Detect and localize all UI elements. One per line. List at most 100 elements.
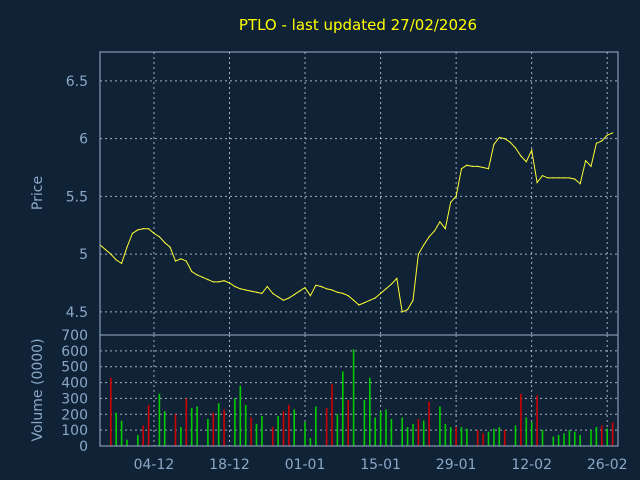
volume-bar [315,406,317,446]
price-axis-label: Price [30,176,46,210]
price-point [574,178,576,180]
price-point [531,149,533,151]
price-point [547,177,549,179]
x-tick-label: 26-02 [587,457,628,473]
volume-bar [455,427,457,446]
volume-bar [115,412,117,446]
volume-bar [417,419,420,446]
volume-tick-label: 500 [61,360,88,376]
volume-bar [277,415,279,446]
x-tick-label: 29-01 [436,457,477,473]
price-point [110,253,112,255]
volume-bar [525,417,528,446]
volume-bar [557,434,560,446]
price-point [390,283,392,285]
volume-bar [212,412,215,446]
price-grid [100,52,618,335]
price-tick-label: 5.5 [66,189,88,205]
price-point [293,294,295,296]
price-point [207,279,209,281]
volume-bar [239,385,242,446]
price-point [218,281,220,283]
volume-tick-label: 100 [61,423,88,439]
volume-bar [293,409,295,446]
price-point [201,276,204,278]
volume-tick-label: 400 [61,376,88,392]
volume-bar [309,438,312,446]
volume-bar [342,371,344,446]
volume-bar [261,415,263,446]
price-point [115,259,117,261]
price-y-ticks: 4.5 5 5.5 6 6.5 [66,74,88,321]
volume-bar [352,349,355,446]
volume-bar [190,407,193,446]
price-point [277,296,279,298]
price-tick-label: 4.5 [66,305,88,321]
price-point [504,138,506,140]
volume-bar [369,377,371,446]
volume-bar [428,401,430,446]
price-point [358,304,360,306]
volume-bar [234,398,236,446]
volume-tick-label: 600 [61,344,88,360]
volume-bar [110,377,112,446]
volume-bar [541,430,544,446]
price-point [158,236,160,238]
price-point [563,177,565,179]
volume-axis-label: Volume (0000) [30,338,46,441]
price-point [455,195,457,197]
price-point [164,242,166,244]
price-point [536,181,538,184]
volume-bar [385,409,387,446]
volume-bar [520,393,522,446]
price-point [595,142,598,144]
volume-bar [601,425,603,446]
volume-bar [412,423,414,446]
price-point [612,132,614,134]
volume-bar [606,428,608,446]
price-point [326,288,328,290]
volume-tick-label: 700 [61,328,88,344]
volume-bar [401,417,403,446]
price-point [520,155,522,157]
price-point [601,140,603,142]
price-point [482,166,484,169]
price-tick-label: 6.5 [66,74,88,90]
volume-bar [493,428,495,446]
price-point [585,160,587,162]
price-point [104,248,106,251]
volume-bar [304,422,306,446]
price-point [250,290,252,292]
price-point [153,232,155,234]
price-point [126,246,128,248]
price-point [342,292,344,294]
volume-bar [476,430,479,446]
price-point [541,175,544,177]
price-point [363,302,365,304]
volume-bar [288,404,290,446]
volume-bar [223,409,225,446]
price-point [191,270,193,273]
price-point [142,228,144,230]
volume-bar [374,417,376,446]
price-point [428,236,430,238]
price-point [266,285,268,288]
price-line [99,132,613,313]
price-point [245,289,247,291]
volume-bar [498,427,501,446]
price-point [380,292,382,294]
volume-bar [325,407,328,446]
volume-bar [180,427,182,446]
price-point [282,299,285,301]
price-point [223,280,225,282]
volume-bar [482,433,484,446]
volume-bar [347,400,349,446]
volume-bar [568,430,571,446]
price-point [353,299,355,301]
price-point [412,299,414,301]
volume-bar [250,417,252,446]
price-point [525,161,527,163]
price-tick-label: 6 [79,132,88,148]
volume-bar [390,419,393,446]
volume-tick-label: 0 [79,439,88,455]
